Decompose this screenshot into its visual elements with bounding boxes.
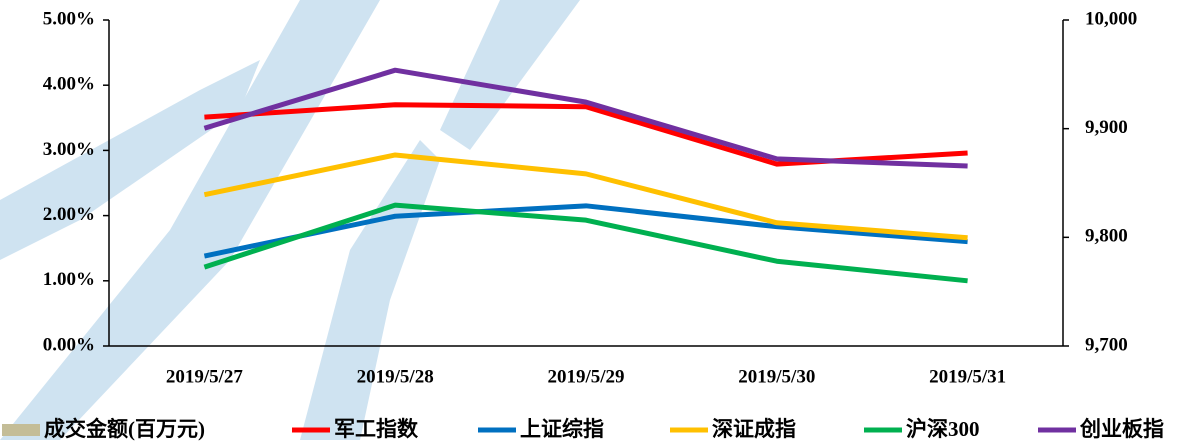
y-tick-label: 2.00% (43, 204, 95, 225)
x-tick-label: 2019/5/28 (357, 366, 434, 387)
y2-tick-label: 9,900 (1085, 117, 1128, 138)
y2-tick-label: 9,700 (1085, 334, 1128, 355)
legend: 成交金额(百万元) 军工指数 上证综指 深证成指 沪深300 创业板指 (2, 417, 1164, 441)
legend-label: 沪深300 (906, 417, 980, 441)
series-line (203, 202, 968, 284)
x-tick-label: 2019/5/30 (738, 366, 815, 387)
series-line (203, 152, 968, 241)
y-tick-label: 1.00% (43, 269, 95, 290)
series-line (204, 102, 968, 167)
x-tick-label: 2019/5/29 (547, 366, 624, 387)
series-line (203, 203, 968, 259)
legend-label: 上证综指 (520, 417, 604, 441)
legend-swatch (2, 424, 40, 436)
y-tick-label: 0.00% (43, 334, 95, 355)
series-line (203, 67, 968, 169)
legend-label: 深证成指 (712, 417, 796, 441)
y-tick-label: 3.00% (43, 139, 95, 160)
x-tick-label: 2019/5/27 (166, 366, 244, 387)
y2-tick-label: 10,000 (1085, 8, 1137, 29)
y-tick-label: 4.00% (43, 74, 95, 95)
legend-label: 成交金额(百万元) (44, 417, 205, 441)
y-tick-label: 5.00% (43, 8, 95, 29)
legend-label: 创业板指 (1079, 417, 1164, 441)
legend-label: 军工指数 (334, 417, 419, 441)
y2-tick-label: 9,800 (1085, 226, 1128, 247)
x-tick-label: 2019/5/31 (929, 366, 1006, 387)
